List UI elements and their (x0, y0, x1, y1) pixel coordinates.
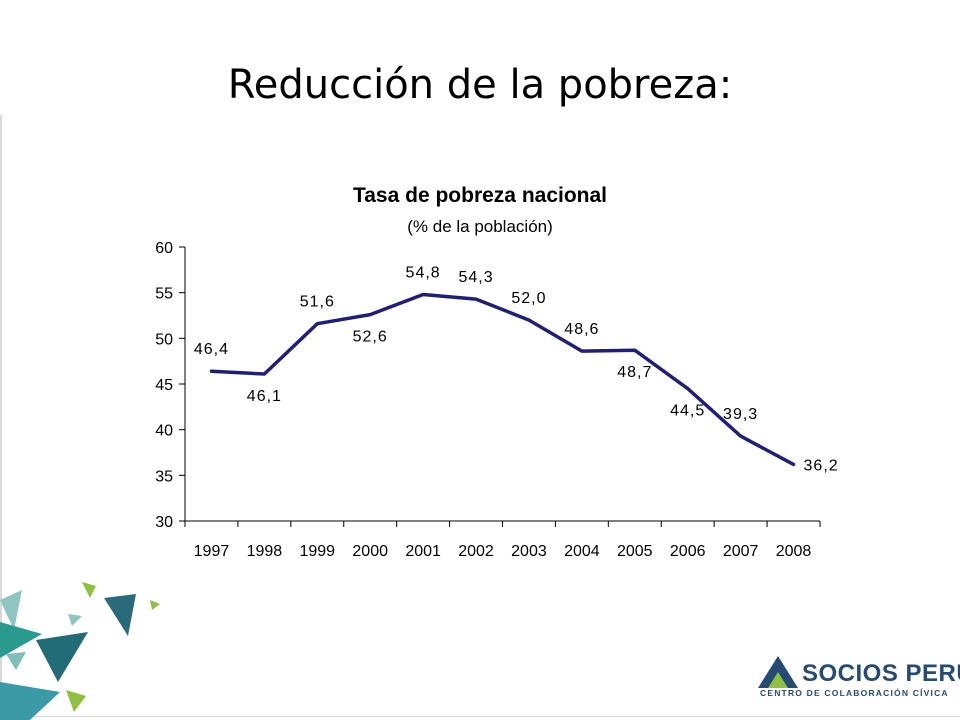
triangle-shape (104, 594, 136, 636)
left-divider (0, 115, 2, 720)
triangle-shape (36, 632, 88, 682)
triangle-shape (150, 600, 160, 610)
data-label: 48,7 (617, 364, 652, 381)
x-tick-label: 2002 (458, 543, 494, 560)
x-tick-label: 2008 (776, 543, 812, 560)
data-label: 51,6 (300, 294, 335, 311)
x-tick-label: 1999 (299, 543, 335, 560)
data-label: 52,6 (353, 329, 388, 346)
triangle-shape (68, 614, 82, 626)
data-label: 46,4 (194, 341, 229, 358)
triangle-shape (0, 682, 60, 720)
logo-name: SOCIOS PERÚ (802, 660, 960, 687)
logo-mountain-icon (758, 656, 798, 688)
x-tick-label: 1997 (194, 543, 230, 560)
x-tick-label: 2006 (670, 543, 706, 560)
data-label: 44,5 (670, 403, 705, 420)
x-tick-label: 2005 (617, 543, 653, 560)
y-tick-label: 55 (155, 286, 173, 303)
triangle-shape (0, 590, 22, 630)
x-tick-label: 2001 (405, 543, 441, 560)
y-tick-label: 45 (155, 377, 173, 394)
bottom-divider (0, 716, 960, 717)
chart-subtitle: (% de la población) (407, 217, 553, 236)
triangle-shape (6, 652, 26, 670)
data-label: 54,8 (406, 264, 441, 281)
y-tick-label: 40 (155, 423, 173, 440)
triangle-shape (0, 622, 42, 658)
data-label: 48,6 (564, 321, 599, 338)
triangle-shape (66, 690, 86, 712)
y-tick-label: 30 (155, 514, 173, 531)
data-label: 54,3 (458, 269, 493, 286)
series-line (209, 292, 796, 467)
slide-title: Reducción de la pobreza: (227, 62, 733, 108)
x-tick-label: 1998 (247, 543, 283, 560)
x-tick-label: 2003 (511, 543, 547, 560)
y-tick-label: 50 (155, 331, 173, 348)
chart-title: Tasa de pobreza nacional (353, 184, 607, 207)
y-tick-label: 35 (155, 468, 173, 485)
triangle-shape (82, 582, 96, 598)
x-tick-label: 2000 (352, 543, 388, 560)
logo-subtitle: CENTRO DE COLABORACIÓN CÍVICA (760, 688, 949, 698)
data-label: 36,2 (804, 457, 839, 474)
data-label: 39,3 (723, 406, 758, 423)
x-tick-label: 2007 (723, 543, 759, 560)
socios-peru-logo: SOCIOS PERÚ CENTRO DE COLABORACIÓN CÍVIC… (754, 652, 960, 702)
y-tick-label: 60 (155, 240, 173, 257)
decorative-triangles (0, 582, 160, 720)
data-label: 46,1 (247, 388, 282, 405)
data-label: 52,0 (511, 290, 546, 307)
x-tick-label: 2004 (564, 543, 600, 560)
